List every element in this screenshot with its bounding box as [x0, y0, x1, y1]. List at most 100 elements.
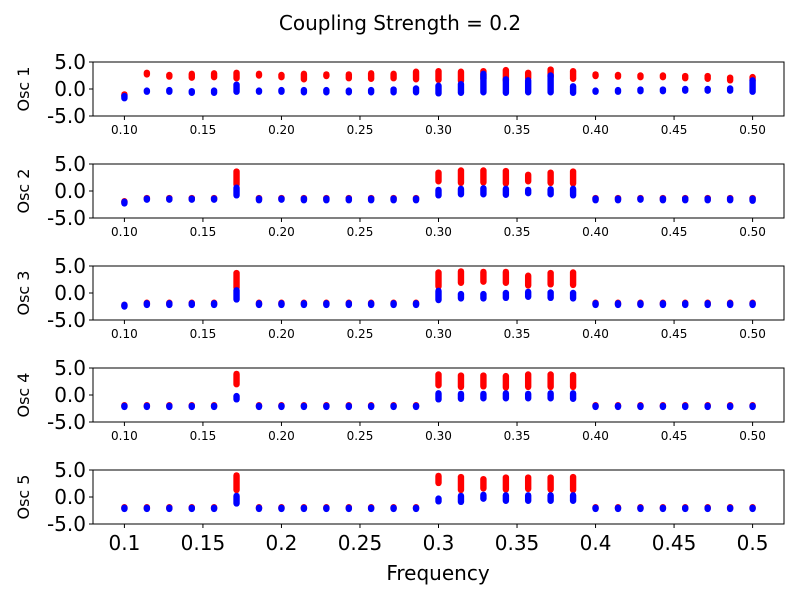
blue-series-marker	[682, 504, 689, 513]
blue-series-point-stack	[659, 300, 667, 309]
blue-series-point-stack	[592, 300, 599, 309]
blue-series-point-stack	[210, 300, 218, 309]
red-series-point-stack	[569, 168, 577, 187]
red-series-point-stack	[547, 371, 554, 391]
blue-series-point-stack	[547, 289, 554, 302]
y-tick-label: 0.0	[54, 281, 86, 305]
blue-series-marker	[524, 492, 532, 504]
blue-series-marker	[188, 195, 195, 203]
blue-series-point-stack	[682, 402, 689, 411]
blue-series-point-stack	[143, 504, 151, 513]
red-series-point-stack	[614, 71, 622, 80]
blue-series-marker	[524, 77, 532, 96]
red-series-point-stack	[457, 68, 465, 85]
blue-series-marker	[480, 290, 487, 302]
blue-series-point-stack	[726, 402, 734, 411]
x-tick-label: 0.30	[425, 429, 452, 443]
blue-series-marker	[412, 195, 420, 204]
red-series-marker	[569, 168, 577, 187]
x-tick-label: 0.10	[111, 225, 138, 239]
blue-series-marker	[255, 300, 263, 309]
red-series-point-stack	[524, 474, 532, 493]
blue-series-marker	[524, 186, 532, 197]
blue-series-marker	[143, 195, 151, 203]
y-axis-label: Osc 3	[14, 271, 33, 316]
red-series-point-stack	[480, 268, 487, 285]
red-series-marker	[367, 70, 375, 82]
blue-series-point-stack	[547, 186, 554, 198]
blue-series-point-stack	[502, 76, 510, 96]
blue-series-marker	[592, 504, 599, 513]
blue-series-point-stack	[210, 504, 218, 513]
red-series-marker	[435, 169, 442, 185]
red-series-marker	[682, 72, 689, 82]
y-tick-label: 5.0	[54, 356, 86, 380]
red-series-marker	[233, 370, 240, 388]
blue-series-point-stack	[592, 402, 599, 411]
red-series-marker	[480, 475, 487, 492]
blue-series-point-stack	[457, 185, 465, 198]
red-series-point-stack	[726, 74, 734, 84]
blue-series-point-stack	[457, 390, 465, 402]
blue-series-point-stack	[143, 195, 151, 203]
blue-series-point-stack	[412, 504, 420, 513]
red-series-marker	[457, 68, 465, 85]
blue-series-point-stack	[659, 86, 667, 95]
blue-series-marker	[614, 504, 622, 513]
blue-series-point-stack	[390, 504, 397, 513]
x-tick-label: 0.5	[737, 531, 769, 555]
blue-series-point-stack	[323, 195, 330, 204]
blue-series-point-stack	[435, 495, 442, 505]
blue-series-point-stack	[390, 86, 397, 96]
blue-series-marker	[480, 185, 487, 198]
blue-series-point-stack	[412, 195, 420, 204]
x-tick-label: 0.10	[111, 327, 138, 341]
y-tick-label: 0.0	[54, 77, 86, 101]
red-series-marker	[412, 68, 420, 83]
x-tick-label: 0.25	[338, 531, 383, 555]
blue-series-point-stack	[345, 504, 353, 513]
blue-series-point-stack	[166, 504, 173, 513]
blue-series-point-stack	[726, 195, 734, 204]
blue-series-marker	[143, 87, 151, 95]
blue-series-marker	[233, 184, 240, 199]
blue-series-point-stack	[143, 402, 151, 411]
red-series-point-stack	[255, 70, 263, 79]
blue-series-point-stack	[749, 77, 756, 95]
blue-series-marker	[749, 504, 756, 513]
blue-series-marker	[233, 392, 240, 403]
blue-series-marker	[637, 86, 644, 95]
blue-series-point-stack	[524, 390, 532, 402]
blue-series-point-stack	[524, 492, 532, 504]
blue-series-marker	[502, 76, 510, 96]
subplot-stack: 5.0 0.0 -5.0 Osc 1 0.10 0.15 0.20 0.25 0.30 0.35 0…	[14, 50, 785, 555]
red-series-point-stack	[637, 72, 644, 81]
blue-series-point-stack	[143, 300, 151, 309]
blue-series-marker	[390, 402, 397, 411]
red-series-marker	[435, 67, 442, 84]
blue-series-point-stack	[435, 287, 442, 304]
red-series-marker	[704, 72, 711, 82]
blue-series-point-stack	[188, 402, 195, 411]
blue-series-point-stack	[726, 85, 734, 94]
blue-series-marker	[323, 402, 330, 411]
blue-series-point-stack	[233, 392, 240, 403]
blue-series-point-stack	[614, 504, 622, 513]
red-series-point-stack	[569, 269, 577, 289]
blue-series-marker	[457, 185, 465, 198]
blue-series-point-stack	[300, 402, 308, 411]
blue-series-point-stack	[614, 402, 622, 411]
blue-series-point-stack	[502, 390, 510, 402]
red-series-marker	[166, 71, 173, 80]
subplot-osc-3: 5.0 0.0 -5.0 Osc 3 0.10 0.15 0.20 0.25 0.30 0.35 0…	[14, 254, 785, 341]
red-series-point-stack	[704, 72, 711, 82]
y-tick-label: -5.0	[47, 104, 86, 128]
blue-series-marker	[726, 402, 734, 411]
blue-series-point-stack	[435, 186, 442, 199]
blue-series-marker	[547, 289, 554, 302]
blue-series-marker	[659, 86, 667, 95]
blue-series-marker	[435, 390, 442, 403]
red-series-marker	[524, 371, 532, 391]
red-series-marker	[659, 72, 667, 81]
blue-series-point-stack	[659, 504, 667, 513]
